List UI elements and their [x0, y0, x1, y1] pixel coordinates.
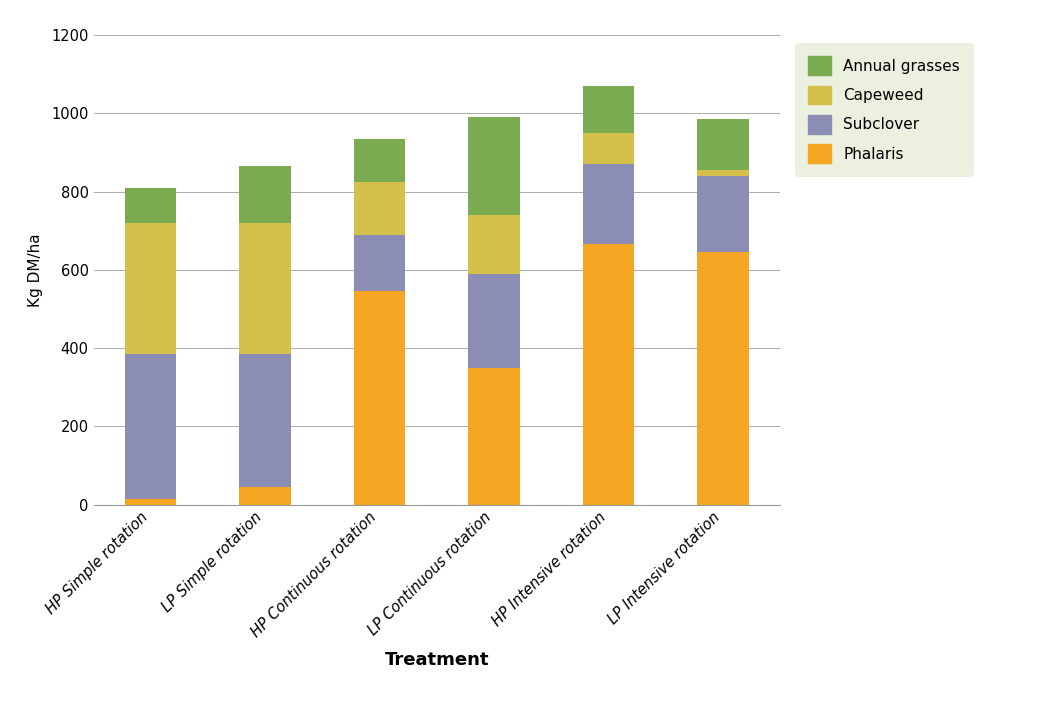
Bar — [239, 487, 291, 505]
Bar — [125, 499, 177, 505]
Bar — [239, 354, 291, 487]
X-axis label: Treatment: Treatment — [385, 651, 489, 669]
Bar — [468, 274, 520, 368]
Bar — [354, 182, 406, 235]
Bar — [582, 86, 634, 133]
Bar — [697, 170, 749, 176]
Bar — [697, 119, 749, 170]
Bar — [468, 368, 520, 505]
Bar — [354, 139, 406, 182]
Bar — [697, 252, 749, 505]
Bar — [582, 164, 634, 245]
Bar — [125, 354, 177, 499]
Bar — [582, 245, 634, 505]
Bar — [125, 223, 177, 354]
Legend: Annual grasses, Capeweed, Subclover, Phalaris: Annual grasses, Capeweed, Subclover, Pha… — [795, 43, 973, 177]
Bar — [468, 215, 520, 274]
Y-axis label: Kg DM/ha: Kg DM/ha — [28, 233, 43, 307]
Bar — [354, 292, 406, 505]
Bar — [582, 133, 634, 164]
Bar — [125, 188, 177, 223]
Bar — [239, 223, 291, 354]
Bar — [239, 166, 291, 223]
Bar — [468, 117, 520, 215]
Bar — [354, 235, 406, 292]
Bar — [697, 176, 749, 252]
